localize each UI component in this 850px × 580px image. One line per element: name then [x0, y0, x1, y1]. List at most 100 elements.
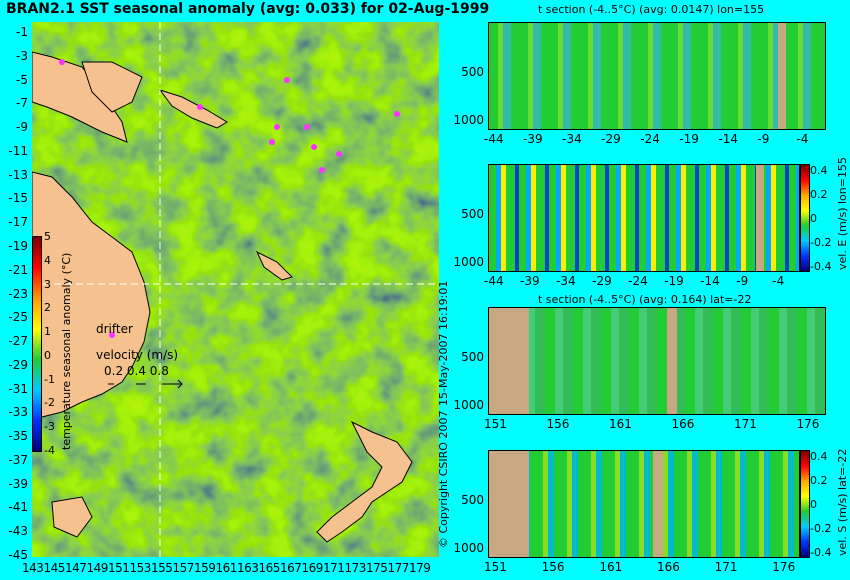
temperature-colorbar-ticks: 5 4 3 2 1 0 -1 -2 -3 -4	[44, 230, 58, 457]
panel-x-tick-label: -39	[520, 274, 540, 288]
lat-tick-label: -11	[8, 143, 28, 158]
png-land	[81, 61, 143, 113]
lat-tick-label: -23	[8, 286, 28, 301]
panel-y-tick-label: 500	[461, 492, 484, 507]
panel-x-tick-label: -9	[736, 274, 749, 288]
panel-x-tick-label: 166	[656, 560, 680, 574]
drifter-point	[336, 151, 342, 157]
land-mask	[667, 308, 678, 414]
panel-x-tick-label: 171	[733, 417, 757, 431]
panel-x-tick-label: -34	[562, 132, 582, 146]
cape-york-land	[32, 51, 128, 143]
colorbar-tick-label: 3	[44, 277, 51, 291]
lat-tick-label: -17	[8, 215, 28, 230]
lat-tick-label: -13	[8, 167, 28, 182]
drifter-point	[284, 77, 290, 83]
map-title: BRAN2.1 SST seasonal anomaly (avg: 0.033…	[6, 1, 490, 17]
lat-tick-label: -15	[8, 191, 28, 206]
lat-tick-label: -31	[8, 381, 28, 396]
colorbar-tick-label: -3	[44, 420, 55, 434]
drifter-point	[59, 59, 65, 65]
drifter-point	[197, 104, 203, 110]
panel-x-tick-label: 151	[484, 560, 507, 574]
lat-tick-label: -7	[16, 96, 28, 111]
lon-tick-label: 175	[366, 561, 388, 575]
panel-x-tick-label: 151	[484, 417, 507, 431]
velocity-legend-arrows	[108, 379, 183, 389]
copyright-text: © Copyright CSIRO 2007	[437, 410, 450, 548]
lon-tick-label: 145	[43, 561, 66, 575]
velocity-colorbar-tick: 0.4	[810, 164, 828, 177]
panel-x-tick-label: -39	[523, 132, 543, 146]
lat-tick-label: -25	[8, 310, 28, 325]
lon-tick-label: 149	[86, 561, 109, 575]
panel-x-tick-label: 176	[796, 417, 820, 431]
drifter-point	[319, 167, 325, 173]
lat-tick-label: -1	[16, 25, 28, 39]
colorbar-tick-label: -2	[44, 396, 55, 410]
lon-tick-label: 153	[129, 561, 152, 575]
land-mask	[755, 165, 764, 271]
panel-x-tick-label: 171	[714, 560, 738, 574]
tasmania-land	[51, 496, 93, 538]
lat-tick-label: -37	[8, 452, 28, 467]
velocity-legend-values: 0.2 0.4 0.8	[104, 364, 169, 378]
temperature-colorbar-label: temperature seasonal anomaly (°C)	[60, 252, 73, 450]
panel-x-tick-label: -34	[556, 274, 576, 288]
lon-tick-label: 165	[258, 561, 281, 575]
lat-tick-label: -29	[8, 357, 28, 372]
land-mask	[777, 23, 786, 129]
lon-tick-label: 179	[409, 561, 431, 575]
panel-x-tick-label: -14	[718, 132, 738, 146]
lon-tick-label: 155	[151, 561, 173, 575]
velocity-colorbar	[800, 164, 810, 272]
lat-tick-label: -9	[16, 120, 28, 135]
new-zealand-land	[316, 420, 413, 543]
panel-x-tick-label: 156	[546, 417, 570, 431]
lon-tick-label: 143	[22, 561, 44, 575]
drifter-label: drifter	[96, 322, 133, 336]
panel-x-tick-label: -4	[772, 274, 785, 288]
lon-tick-label: 167	[280, 561, 302, 575]
panel-x-tick-label: -44	[484, 132, 504, 146]
velocity-colorbar-tick: 0.2	[810, 188, 828, 201]
drifter-point	[269, 139, 275, 145]
coast-land-mask	[489, 308, 529, 414]
panel-x-tick-label: 176	[772, 560, 796, 574]
panel-y-tick-label: 500	[461, 206, 484, 221]
lon-tick-label: 151	[108, 561, 130, 575]
section-panel	[488, 307, 826, 415]
velocity-colorbar-tick: 0.2	[810, 474, 828, 487]
lon-tick-label: 177	[387, 561, 410, 575]
panel-x-tick-label: -4	[796, 132, 809, 146]
lon-tick-label: 147	[65, 561, 87, 575]
coast-land-mask	[489, 451, 529, 557]
drifter-point	[311, 144, 317, 150]
velocity-colorbar-tick: -0.4	[810, 260, 832, 273]
lon-tick-label: 159	[194, 561, 216, 575]
panel-x-tick-label: -24	[628, 274, 648, 288]
colorbar-tick-label: 0	[44, 348, 51, 362]
panel-x-tick-label: -14	[700, 274, 720, 288]
velocity-colorbar-label: vel. E (m/s) lon=155	[836, 157, 849, 270]
drifter-point	[304, 124, 310, 130]
colorbar-tick-label: 2	[44, 301, 51, 315]
panel-x-tick-label: -44	[484, 274, 504, 288]
lat-tick-label: -33	[8, 405, 28, 420]
section-panel	[488, 22, 826, 130]
lon-tick-label: 169	[301, 561, 324, 575]
panel-x-tick-label: -19	[664, 274, 684, 288]
lat-tick-label: -43	[8, 524, 28, 539]
panel-y-tick-label: 1000	[453, 254, 484, 269]
colorbar-tick-label: 5	[44, 230, 51, 243]
drifter-point	[109, 332, 115, 338]
lat-tick-label: -19	[8, 238, 28, 253]
colorbar-tick-label: 4	[44, 253, 51, 267]
sst-map	[32, 22, 439, 557]
colorbar-tick-label: -1	[44, 372, 55, 386]
velocity-colorbar-tick: 0	[810, 498, 817, 511]
panel-x-tick-label: -24	[640, 132, 660, 146]
section-panel	[488, 450, 800, 558]
velocity-colorbar-tick: -0.2	[810, 236, 832, 249]
velocity-colorbar-tick: -0.2	[810, 522, 832, 535]
